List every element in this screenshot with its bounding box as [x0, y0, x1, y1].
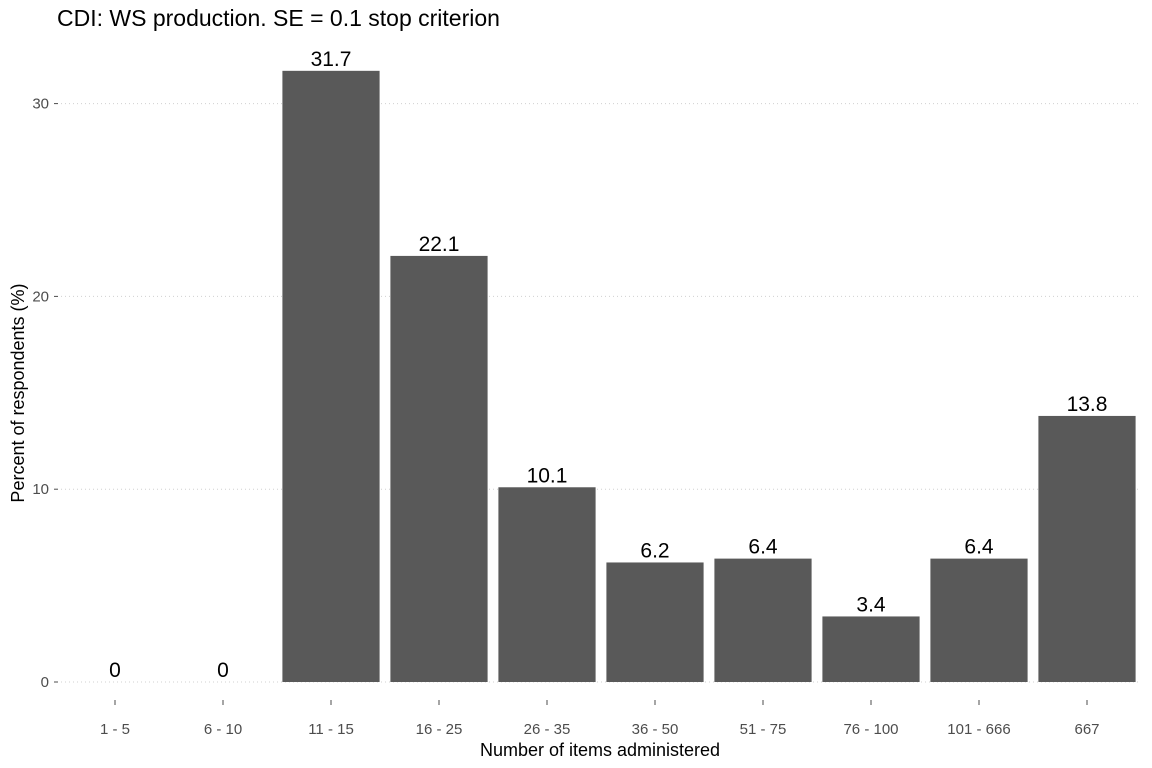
bar-data-label: 22.1: [419, 233, 460, 256]
y-axis: 0 10 20 30: [32, 96, 58, 691]
bar-data-label: 13.8: [1067, 393, 1108, 416]
bar: [1038, 415, 1136, 682]
x-tick-label: 36 - 50: [632, 721, 679, 738]
bar: [282, 70, 380, 683]
y-tick-label: 0: [41, 674, 49, 691]
y-tick-label: 20: [32, 288, 49, 305]
bar: [498, 487, 596, 682]
bars: [282, 70, 1136, 683]
bar: [822, 616, 920, 682]
bar-data-label: 6.2: [640, 539, 669, 562]
bar: [390, 255, 488, 683]
bar: [606, 562, 704, 682]
bar-data-label: 6.4: [964, 536, 994, 559]
bar-data-label: 10.1: [527, 464, 568, 487]
bar-data-label: 0: [109, 659, 121, 682]
bar-data-label: 31.7: [311, 48, 352, 71]
bar-data-label: 3.4: [856, 593, 886, 616]
y-axis-title: Percent of respondents (%): [8, 283, 28, 502]
x-tick-label: 667: [1074, 721, 1099, 738]
x-tick-label: 101 - 666: [947, 721, 1010, 738]
x-axis-title: Number of items administered: [480, 740, 720, 760]
bar-data-label: 6.4: [748, 536, 778, 559]
bar-data-label: 0: [217, 659, 229, 682]
bar: [714, 558, 812, 682]
x-tick-label: 1 - 5: [100, 721, 130, 738]
x-tick-label: 76 - 100: [843, 721, 898, 738]
x-axis: 1 - 5 6 - 10 11 - 15 16 - 25 26 - 35 36 - 50 5…: [100, 700, 1100, 738]
y-tick-label: 30: [32, 96, 49, 113]
x-tick-label: 16 - 25: [416, 721, 463, 738]
bar-labels: 0 0 31.7 22.1 10.1 6.2 6.4 3.4 6.4 13.8: [109, 48, 1107, 682]
x-tick-label: 6 - 10: [204, 721, 242, 738]
x-tick-label: 26 - 35: [524, 721, 571, 738]
x-tick-label: 51 - 75: [740, 721, 787, 738]
x-tick-label: 11 - 15: [308, 721, 354, 738]
bar: [930, 558, 1028, 682]
chart-title: CDI: WS production. SE = 0.1 stop criter…: [57, 5, 500, 31]
y-tick-label: 10: [32, 481, 49, 498]
